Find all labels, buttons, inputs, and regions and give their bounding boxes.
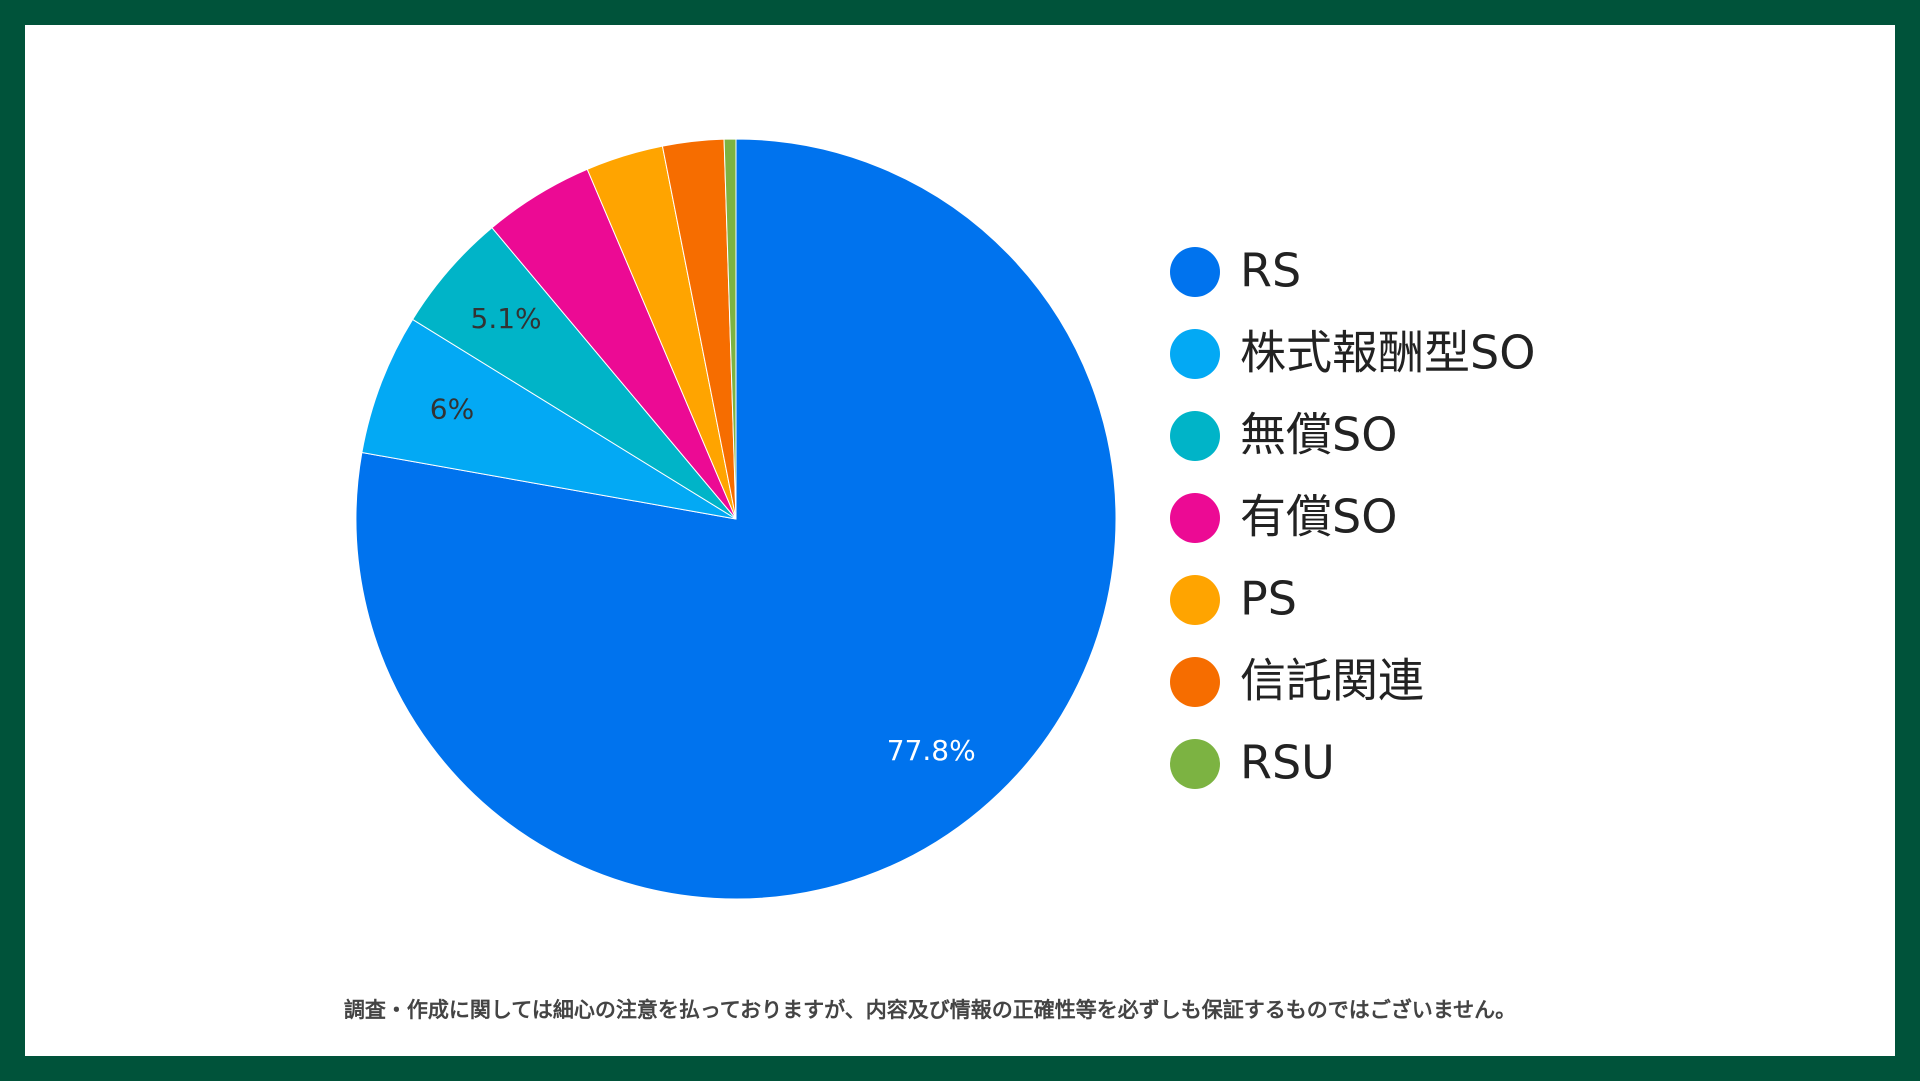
data-label: 6% [430,393,474,426]
legend-marker [1170,575,1220,625]
legend-marker [1170,411,1220,461]
pie-slice [723,138,737,520]
data-label: 77.8% [887,734,976,767]
legend-label: 信託関連 [1240,654,1424,708]
legend-marker [1170,247,1220,297]
legend-label: 無償SO [1240,408,1397,462]
legend-label: 有償SO [1240,490,1397,544]
legend-label: RS [1240,244,1301,298]
legend-marker [1170,657,1220,707]
legend-marker [1170,329,1220,379]
data-label: 5.1% [471,302,542,335]
legend-label: PS [1240,572,1297,626]
legend-marker [1170,493,1220,543]
pie-slice [361,318,737,520]
note: 調査・作成に関しては細心の注意を払っておりますが、内容及び情報の正確性等を必ずし… [344,998,1516,1022]
legend-label: RSU [1240,736,1335,790]
legend-marker [1170,739,1220,789]
legend-label: 株式報酬型SO [1240,326,1535,380]
